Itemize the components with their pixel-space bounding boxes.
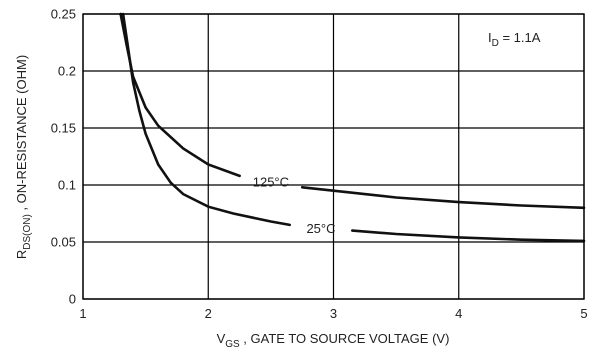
ylabel-rest: , ON-RESISTANCE (OHM): [14, 55, 29, 214]
xlabel-sub: GS: [225, 339, 240, 350]
y-axis-label: RDS(ON) , ON-RESISTANCE (OHM): [14, 55, 33, 259]
series-line: [119, 12, 241, 178]
x-tick-label: 4: [455, 306, 462, 321]
x-tick-label: 3: [330, 306, 337, 321]
grid: [82, 13, 585, 300]
series-line: [121, 12, 292, 227]
xlabel-main: V: [217, 331, 226, 346]
plot-frame: [82, 13, 585, 300]
y-tick-label: 0: [69, 292, 76, 307]
x-axis-label: VGS , GATE TO SOURCE VOLTAGE (V): [217, 331, 450, 350]
y-tick-label: 0.1: [58, 178, 76, 193]
series-line: [350, 229, 586, 243]
y-tick-label: 0.05: [51, 235, 76, 250]
current-annotation: ID = 1.1A: [488, 30, 541, 49]
y-tick-label: 0.25: [51, 7, 76, 22]
ylabel-main: R: [14, 250, 29, 259]
y-tick-label: 0.15: [51, 121, 76, 136]
y-tick-label: 0.2: [58, 64, 76, 79]
annotation-rest: = 1.1A: [499, 30, 541, 45]
xlabel-rest: , GATE TO SOURCE VOLTAGE (V): [240, 331, 450, 346]
annotation-main: I: [488, 30, 492, 45]
series-labels: 125°C 25°C: [253, 175, 336, 236]
x-tick-label: 5: [580, 306, 587, 321]
series-label: 125°C: [253, 175, 289, 190]
series-line: [300, 186, 586, 210]
ylabel-sub: DS(ON): [22, 214, 33, 250]
series-label: 25°C: [306, 221, 335, 236]
annotation-sub: D: [492, 38, 499, 49]
curves: [119, 12, 586, 243]
tick-labels: 1 2 3 4 5 0 0.05 0.1 0.15 0.2 0.25: [51, 7, 588, 322]
x-tick-label: 2: [205, 306, 212, 321]
x-tick-label: 1: [79, 306, 86, 321]
